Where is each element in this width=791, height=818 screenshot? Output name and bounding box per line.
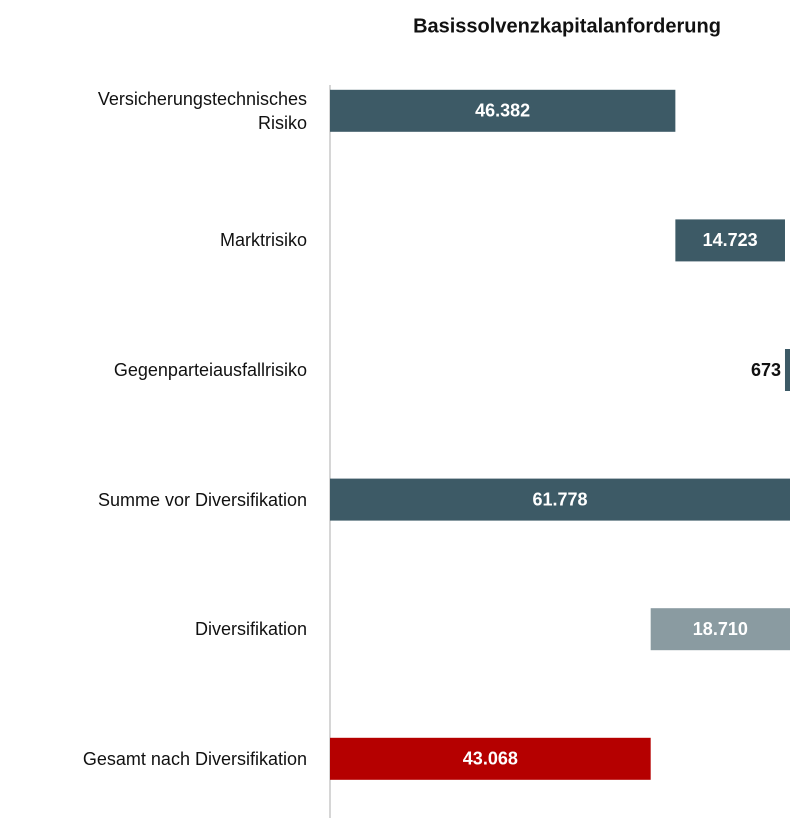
category-label: Summe vor Diversifikation xyxy=(97,489,307,510)
category-label: Gegenparteiausfallrisiko xyxy=(113,360,307,380)
category-label: Gesamt nach Diversifikation xyxy=(82,748,307,769)
data-label: 46.382 xyxy=(475,101,530,121)
bar xyxy=(650,608,790,651)
category-label: Versicherungstechnisches Risiko xyxy=(97,88,307,133)
data-label: 61.778 xyxy=(532,489,587,509)
data-label: 673 xyxy=(751,360,781,380)
bar xyxy=(330,89,676,132)
bar xyxy=(330,478,790,521)
category-label: Diversifikation xyxy=(194,619,307,640)
data-label: 14.723 xyxy=(703,230,758,250)
bar xyxy=(784,349,790,391)
category-label: Marktrisiko xyxy=(219,230,307,251)
bar xyxy=(675,219,785,262)
data-label: 18.710 xyxy=(693,619,748,639)
bar xyxy=(330,737,651,780)
data-label: 43.068 xyxy=(463,749,518,769)
chart-title: Basissolvenzkapitalanforderung xyxy=(413,15,721,37)
